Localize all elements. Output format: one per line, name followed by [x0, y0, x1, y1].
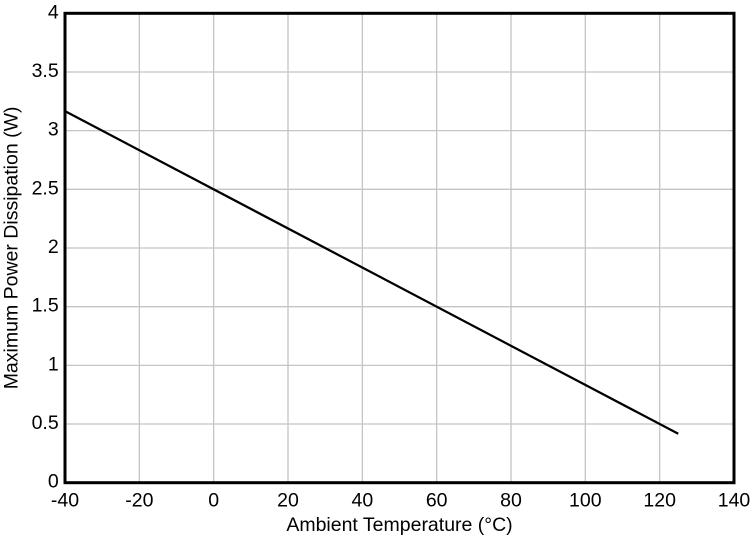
- svg-text:2.5: 2.5: [32, 177, 59, 199]
- svg-text:1.5: 1.5: [32, 295, 59, 317]
- svg-text:60: 60: [426, 489, 448, 511]
- svg-text:0: 0: [48, 471, 59, 493]
- svg-text:3: 3: [48, 119, 59, 141]
- svg-text:0.5: 0.5: [32, 412, 59, 434]
- svg-text:Maximum Power Dissipation (W): Maximum Power Dissipation (W): [1, 106, 23, 389]
- svg-text:20: 20: [277, 489, 299, 511]
- svg-text:Ambient Temperature (°C): Ambient Temperature (°C): [286, 514, 512, 536]
- svg-text:140: 140: [718, 489, 751, 511]
- svg-text:1: 1: [48, 353, 59, 375]
- svg-text:120: 120: [643, 489, 676, 511]
- svg-text:-40: -40: [51, 489, 79, 511]
- svg-text:2: 2: [48, 236, 59, 258]
- svg-text:40: 40: [351, 489, 373, 511]
- svg-text:4: 4: [48, 1, 59, 23]
- svg-text:-20: -20: [125, 489, 153, 511]
- svg-text:3.5: 3.5: [32, 60, 59, 82]
- svg-text:100: 100: [569, 489, 602, 511]
- svg-text:80: 80: [500, 489, 522, 511]
- svg-text:0: 0: [208, 489, 219, 511]
